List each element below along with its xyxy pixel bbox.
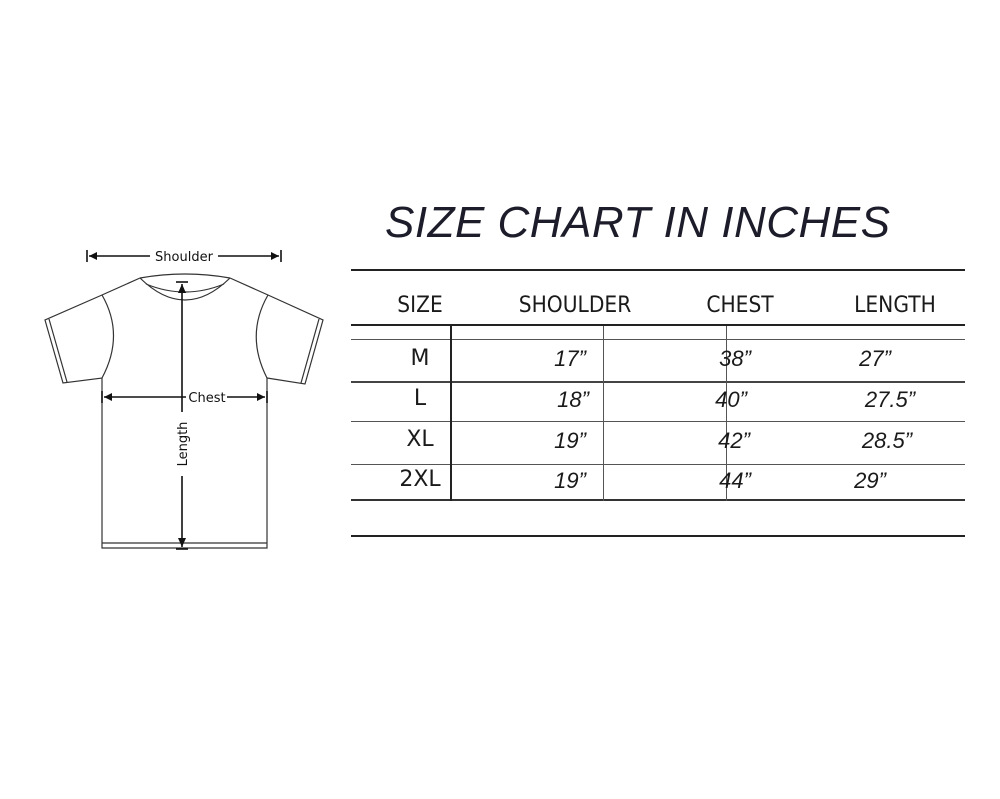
chart-title: SIZE CHART IN INCHES <box>385 198 891 247</box>
shoulder-cell: 19” <box>554 428 586 453</box>
chest-cell: 42” <box>718 428 750 453</box>
table-rule <box>351 381 965 383</box>
size-cell: XL <box>406 427 434 452</box>
header-size: SIZE <box>397 293 443 318</box>
tshirt-diagram: Shoulder Chest Length <box>44 250 324 550</box>
size-cell: L <box>413 386 427 411</box>
length-cell: 27” <box>859 346 891 371</box>
shoulder-label: Shoulder <box>155 250 214 265</box>
table-rule <box>351 464 965 465</box>
length-cell: 27.5” <box>864 387 916 412</box>
table-rule <box>351 535 965 537</box>
header-shoulder: SHOULDER <box>518 293 632 318</box>
table-rule <box>351 339 965 340</box>
column-divider <box>603 326 604 501</box>
chest-cell: 38” <box>719 346 751 371</box>
chest-label: Chest <box>188 391 225 406</box>
length-label: Length <box>176 422 191 467</box>
length-cell: 28.5” <box>861 428 913 453</box>
column-divider <box>726 326 727 501</box>
chest-cell: 40” <box>715 387 747 412</box>
chest-cell: 44” <box>719 468 751 493</box>
length-cell: 29” <box>854 468 886 493</box>
shoulder-cell: 19” <box>554 468 586 493</box>
length-arrow <box>176 281 188 550</box>
size-cell: 2XL <box>399 467 441 492</box>
table-rule <box>351 421 965 422</box>
header-length: LENGTH <box>854 293 936 318</box>
shirt-outline <box>44 277 324 549</box>
sleeve-seams <box>48 294 320 544</box>
chest-arrow <box>101 391 268 403</box>
header-chest: CHEST <box>706 293 774 318</box>
column-divider <box>450 326 452 501</box>
shoulder-cell: 18” <box>557 387 589 412</box>
size-cell: M <box>410 346 430 371</box>
table-rule <box>351 324 965 326</box>
table-rule <box>351 269 965 271</box>
shoulder-cell: 17” <box>554 346 586 371</box>
shoulder-arrow <box>86 250 282 262</box>
shirt-collar <box>139 273 231 301</box>
table-rule <box>351 499 965 501</box>
